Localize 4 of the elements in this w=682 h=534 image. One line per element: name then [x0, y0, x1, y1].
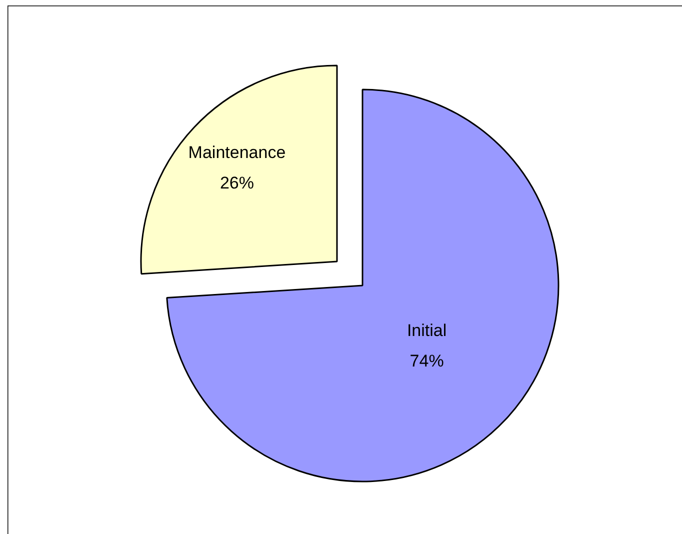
slice-label: Maintenance	[188, 142, 286, 162]
data-label: 26%	[220, 173, 254, 192]
data-label: 74%	[410, 352, 444, 371]
slice-label: Initial	[406, 321, 447, 340]
